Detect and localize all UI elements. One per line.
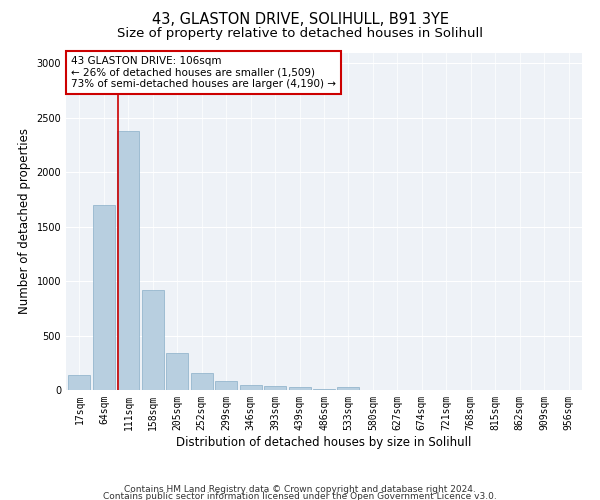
Text: Contains HM Land Registry data © Crown copyright and database right 2024.: Contains HM Land Registry data © Crown c…	[124, 486, 476, 494]
Text: Size of property relative to detached houses in Solihull: Size of property relative to detached ho…	[117, 28, 483, 40]
Bar	[239, 384, 262, 390]
Bar	[118, 131, 139, 390]
Bar	[215, 380, 237, 390]
Bar	[289, 388, 311, 390]
Text: 43 GLASTON DRIVE: 106sqm
← 26% of detached houses are smaller (1,509)
73% of sem: 43 GLASTON DRIVE: 106sqm ← 26% of detach…	[71, 56, 336, 89]
X-axis label: Distribution of detached houses by size in Solihull: Distribution of detached houses by size …	[176, 436, 472, 448]
Bar	[142, 290, 164, 390]
Y-axis label: Number of detached properties: Number of detached properties	[18, 128, 31, 314]
Bar	[264, 386, 286, 390]
Bar	[68, 375, 91, 390]
Bar	[93, 205, 115, 390]
Bar	[337, 388, 359, 390]
Bar	[191, 372, 213, 390]
Bar	[166, 353, 188, 390]
Text: Contains public sector information licensed under the Open Government Licence v3: Contains public sector information licen…	[103, 492, 497, 500]
Text: 43, GLASTON DRIVE, SOLIHULL, B91 3YE: 43, GLASTON DRIVE, SOLIHULL, B91 3YE	[151, 12, 449, 28]
